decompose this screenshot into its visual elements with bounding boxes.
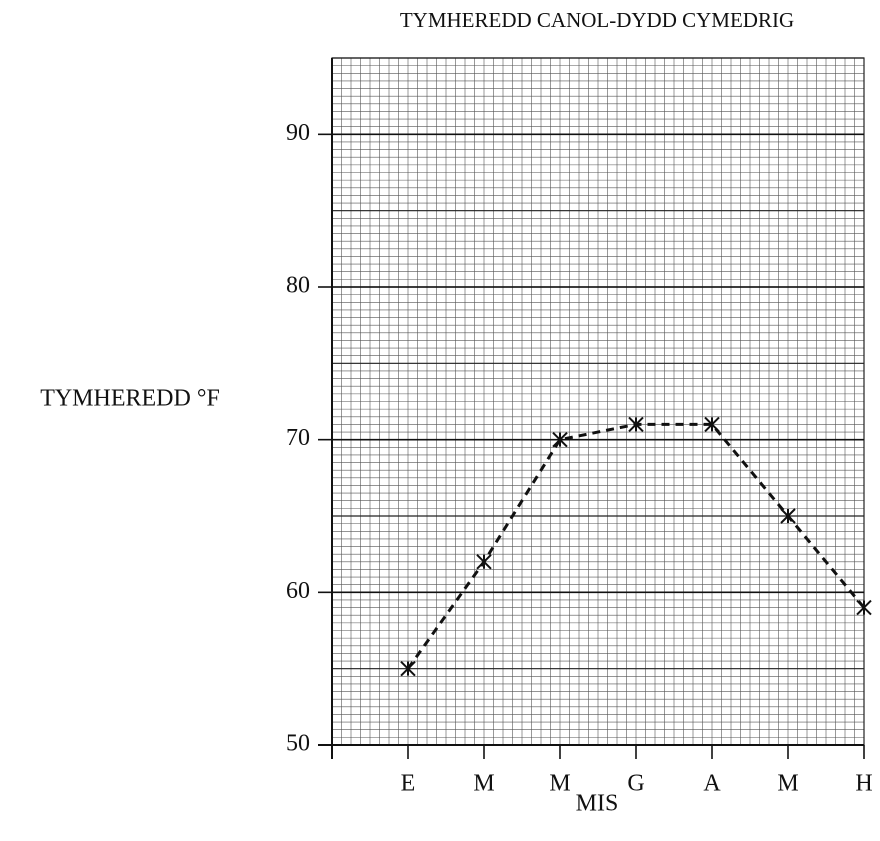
x-tick-label: M: [549, 771, 570, 797]
data-point: [552, 431, 568, 448]
data-point: [856, 599, 872, 616]
grid: [331, 57, 865, 746]
data-point: [704, 416, 720, 433]
data-point: [400, 660, 416, 677]
x-axis-label: MIS: [576, 791, 619, 817]
y-axis-label: TYMHEREDD °F: [40, 386, 220, 412]
data-point: [476, 554, 492, 570]
data-point: [780, 508, 796, 524]
x-tick-label: E: [401, 771, 416, 797]
x-tick-label: A: [703, 771, 721, 797]
y-tick-label: 50: [286, 731, 310, 757]
y-tick-label: 80: [286, 273, 310, 299]
x-tick-label: G: [627, 771, 644, 797]
x-tick-label: M: [473, 771, 494, 797]
x-tick-label: H: [855, 771, 872, 797]
y-tick-label: 60: [286, 578, 310, 604]
y-tick-label: 90: [286, 120, 310, 146]
chart-title: TYMHEREDD CANOL-DYDD CYMEDRIG: [400, 8, 794, 32]
x-tick-label: M: [777, 771, 798, 797]
y-tick-label: 70: [286, 425, 310, 451]
data-point: [628, 416, 644, 433]
